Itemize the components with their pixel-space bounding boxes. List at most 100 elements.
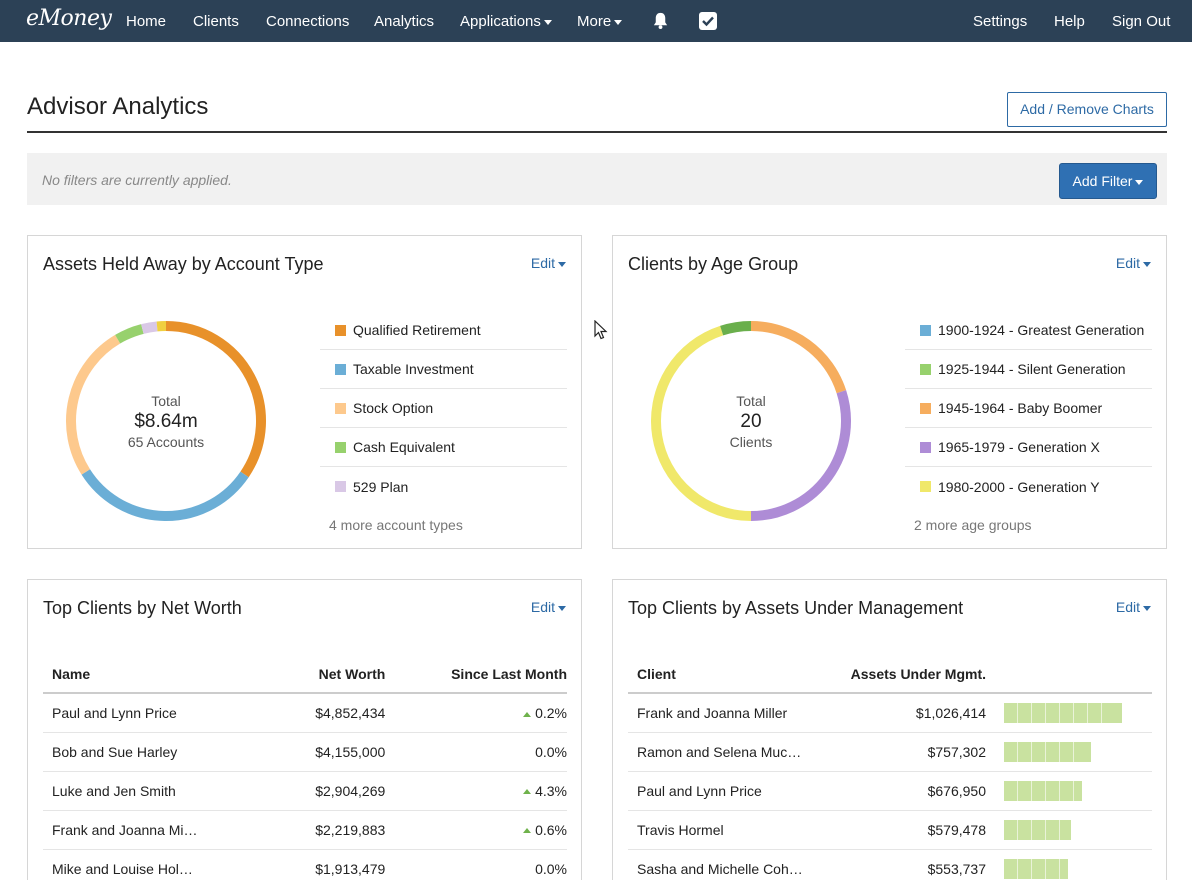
table-row[interactable]: Bob and Sue Harley $4,155,000 0.0%: [43, 732, 567, 772]
nav-applications-label: Applications: [460, 13, 541, 30]
client-name[interactable]: Ramon and Selena Muc…: [628, 732, 818, 772]
edit-label: Edit: [530, 255, 555, 271]
nav-connections[interactable]: Connections: [266, 13, 350, 30]
legend-swatch: [920, 441, 931, 453]
table-header-row: Client Assets Under Mgmt.: [628, 655, 1152, 694]
table-row[interactable]: Luke and Jen Smith $2,904,269 4.3%: [43, 771, 567, 811]
table-row[interactable]: Ramon and Selena Muc… $757,302: [628, 732, 1152, 772]
table-row[interactable]: Paul and Lynn Price $676,950: [628, 771, 1152, 811]
edit-dropdown[interactable]: Edit: [1116, 255, 1151, 271]
legend-item[interactable]: Cash Equivalent: [320, 428, 567, 467]
legend-label: Stock Option: [353, 400, 434, 416]
legend-label: 529 Plan: [353, 478, 409, 495]
col-client[interactable]: Client: [628, 655, 818, 694]
legend-swatch: [335, 441, 346, 453]
client-name[interactable]: Frank and Joanna Miller: [628, 693, 818, 733]
change-value: 0.6%: [535, 821, 567, 838]
nav-sign-out[interactable]: Sign Out: [1112, 13, 1171, 30]
legend-item[interactable]: 1965-1979 - Generation X: [905, 428, 1152, 467]
edit-dropdown[interactable]: Edit: [531, 255, 566, 271]
client-name[interactable]: Travis Hormel: [628, 810, 818, 850]
client-name[interactable]: Bob and Sue Harley: [43, 732, 244, 772]
donut-slice[interactable]: [115, 324, 144, 344]
donut-slice[interactable]: [720, 321, 752, 336]
legend-label: Taxable Investment: [353, 361, 474, 377]
legend-swatch: [335, 363, 346, 375]
client-name[interactable]: Frank and Joanna Mi…: [43, 810, 244, 850]
chevron-down-icon: [614, 19, 623, 25]
donut-slice[interactable]: [750, 390, 851, 521]
change-cell: 0.0%: [385, 732, 567, 772]
add-remove-charts-button[interactable]: Add / Remove Charts: [1007, 92, 1167, 127]
legend-item[interactable]: 1980-2000 - Generation Y: [905, 467, 1152, 506]
mouse-cursor-icon: [594, 320, 608, 340]
legend-label: 1980-2000 - Generation Y: [938, 478, 1100, 495]
nav-applications[interactable]: Applications: [460, 13, 552, 30]
legend-swatch: [920, 402, 931, 414]
legend-item[interactable]: 1945-1964 - Baby Boomer: [905, 389, 1152, 428]
legend-item[interactable]: 1925-1944 - Silent Generation: [905, 350, 1152, 389]
col-net-worth[interactable]: Net Worth: [243, 655, 386, 694]
net-worth-card: Top Clients by Net Worth Edit Name Net W…: [27, 579, 582, 880]
donut-slice[interactable]: [651, 325, 752, 521]
emoney-logo[interactable]: eMoney: [26, 6, 112, 31]
col-aum-bar: [986, 655, 1152, 694]
table-row[interactable]: Paul and Lynn Price $4,852,434 0.2%: [43, 693, 567, 733]
legend-item[interactable]: Qualified Retirement: [320, 311, 567, 350]
card-title: Top Clients by Assets Under Management: [628, 598, 964, 618]
client-name[interactable]: Paul and Lynn Price: [628, 771, 818, 811]
nav-analytics[interactable]: Analytics: [374, 13, 435, 30]
chevron-down-icon: [543, 19, 552, 25]
legend-item[interactable]: 1900-1924 - Greatest Generation: [905, 311, 1152, 350]
donut-slice[interactable]: [750, 321, 847, 394]
legend-item[interactable]: 529 Plan: [320, 467, 567, 506]
top-nav: eMoney Home Clients Connections Analytic…: [0, 0, 1192, 42]
donut-center: Total $8.64m 65 Accounts: [86, 393, 246, 450]
age-legend: 1900-1924 - Greatest Generation 1925-1944…: [905, 311, 1152, 506]
aum-value: $579,478: [818, 810, 986, 850]
nav-settings[interactable]: Settings: [973, 13, 1028, 30]
client-name[interactable]: Mike and Louise Hol…: [43, 849, 244, 880]
nav-help[interactable]: Help: [1054, 13, 1085, 30]
edit-dropdown[interactable]: Edit: [531, 599, 566, 615]
legend-swatch: [920, 324, 931, 336]
donut-slice[interactable]: [66, 334, 121, 475]
aum-bar: [1004, 741, 1091, 762]
bell-icon[interactable]: [651, 11, 670, 34]
client-name[interactable]: Luke and Jen Smith: [43, 771, 244, 811]
donut-total-sub: 65 Accounts: [127, 434, 205, 450]
col-aum[interactable]: Assets Under Mgmt.: [818, 655, 986, 694]
table-row[interactable]: Frank and Joanna Miller $1,026,414: [628, 693, 1152, 733]
legend-item[interactable]: Taxable Investment: [320, 350, 567, 389]
arrow-up-icon: [523, 711, 532, 717]
chevron-down-icon: [558, 605, 566, 611]
more-account-types-link[interactable]: 4 more account types: [329, 517, 463, 533]
net-worth-value: $4,852,434: [243, 693, 386, 733]
table-row[interactable]: Mike and Louise Hol… $1,913,479 0.0%: [43, 849, 567, 880]
col-since-last-month[interactable]: Since Last Month: [385, 655, 567, 694]
legend-label: 1965-1979 - Generation X: [938, 439, 1100, 455]
nav-clients[interactable]: Clients: [193, 13, 239, 30]
more-age-groups-link[interactable]: 2 more age groups: [914, 517, 1032, 533]
donut-slice[interactable]: [165, 321, 266, 478]
col-name[interactable]: Name: [43, 655, 244, 694]
tasks-checkbox-icon[interactable]: [699, 12, 717, 34]
edit-label: Edit: [530, 599, 555, 615]
title-divider: [27, 131, 1167, 133]
legend-item[interactable]: Stock Option: [320, 389, 567, 428]
edit-dropdown[interactable]: Edit: [1116, 599, 1151, 615]
assets-held-away-card: Assets Held Away by Account Type Edit To…: [27, 235, 582, 549]
table-row[interactable]: Frank and Joanna Mi… $2,219,883 0.6%: [43, 810, 567, 850]
net-worth-value: $2,904,269: [243, 771, 386, 811]
age-donut-chart[interactable]: [646, 316, 856, 526]
nav-more[interactable]: More: [577, 13, 623, 30]
donut-slice[interactable]: [141, 321, 158, 334]
table-row[interactable]: Travis Hormel $579,478: [628, 810, 1152, 850]
table-row[interactable]: Sasha and Michelle Coh… $553,737: [628, 849, 1152, 880]
client-name[interactable]: Sasha and Michelle Coh…: [628, 849, 818, 880]
client-name[interactable]: Paul and Lynn Price: [43, 693, 244, 733]
donut-slice[interactable]: [81, 469, 249, 521]
assets-donut-chart[interactable]: [61, 316, 271, 526]
add-filter-button[interactable]: Add Filter: [1059, 163, 1157, 199]
nav-home[interactable]: Home: [126, 13, 167, 30]
